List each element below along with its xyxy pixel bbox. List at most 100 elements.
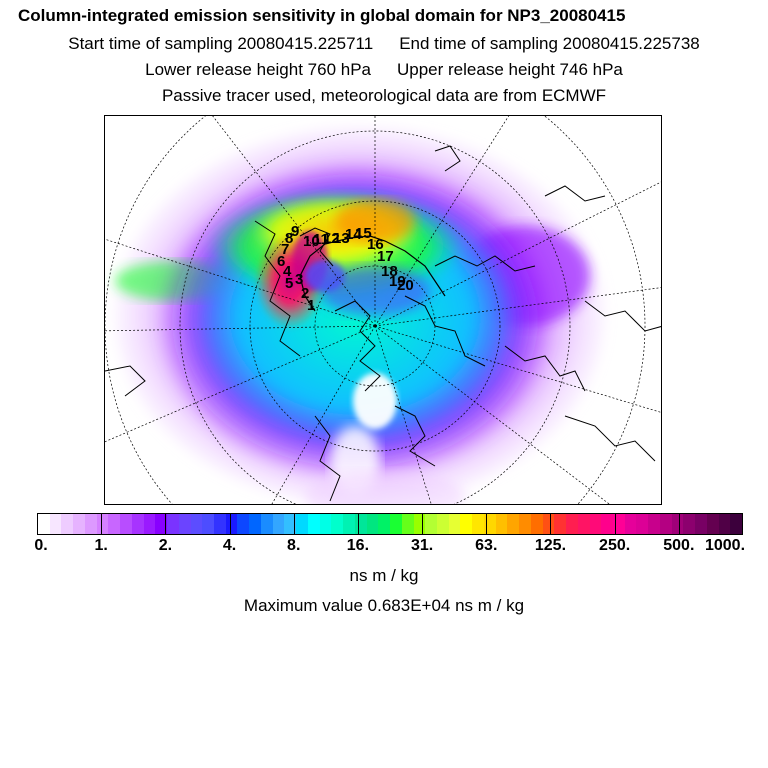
colorbar-cell — [612, 514, 625, 534]
colorbar-major-tick — [165, 514, 167, 534]
colorbar-cell — [178, 514, 191, 534]
end-time-label: End time of sampling 20080415.225738 — [399, 34, 700, 53]
trajectory-label: 12 — [323, 230, 340, 247]
lower-height-label: Lower release height 760 hPa — [145, 60, 371, 79]
trajectory-label: 2 — [301, 285, 309, 302]
colorbar-cell — [190, 514, 203, 534]
colorbar-cell — [659, 514, 672, 534]
trajectory-label: 3 — [295, 271, 303, 288]
trajectory-label: 19 — [389, 273, 406, 290]
colorbar-cell — [542, 514, 555, 534]
colorbar-major-tick — [422, 514, 424, 534]
colorbar-major-tick — [678, 514, 680, 534]
colorbar-cell — [507, 514, 520, 534]
colorbar-cell — [61, 514, 74, 534]
colorbar-cell — [718, 514, 731, 534]
colorbar-cell — [143, 514, 156, 534]
colorbar-cell — [519, 514, 531, 534]
colorbar-cell — [624, 514, 637, 534]
colorbar-tick-label: 8. — [287, 537, 301, 554]
colorbar-cell — [366, 514, 379, 534]
colorbar-cell — [390, 514, 402, 534]
colorbar-cell — [237, 514, 250, 534]
colorbar-cell — [354, 514, 367, 534]
colorbar-cell — [73, 514, 85, 534]
colorbar-cell — [131, 514, 144, 534]
trajectory-label: 20 — [397, 277, 414, 294]
colorbar-cell — [436, 514, 449, 534]
colorbar-tick-label: 1000. — [704, 537, 746, 554]
upper-height-label: Upper release height 746 hPa — [397, 60, 623, 79]
graticule — [105, 116, 661, 504]
colorbar-tick-label: 31. — [410, 537, 434, 554]
colorbar-cell — [225, 514, 238, 534]
colorbar-tick-label: 63. — [475, 537, 498, 554]
colorbar-cell — [378, 514, 391, 534]
trajectory-path — [299, 235, 446, 312]
colorbar-cell — [96, 514, 109, 534]
colorbar-cell — [706, 514, 719, 534]
colorbar-cell — [307, 514, 320, 534]
colorbar-cell — [566, 514, 578, 534]
colorbar-cell — [683, 514, 696, 534]
colorbar-major-tick — [101, 514, 103, 534]
colorbar-cell — [260, 514, 273, 534]
colorbar-cell — [671, 514, 684, 534]
colorbar-cell — [554, 514, 567, 534]
colorbar-cell — [108, 514, 121, 534]
colorbar-cell — [249, 514, 261, 534]
colorbar-cell — [272, 514, 285, 534]
colorbar-cell — [331, 514, 344, 534]
trajectory-label: 17 — [377, 248, 394, 265]
colorbar-cell — [120, 514, 132, 534]
sensitivity-field — [115, 126, 605, 504]
trajectory-label: 9 — [291, 223, 299, 240]
trajectory-label: 7 — [281, 241, 289, 258]
units-label: ns m / kg — [349, 566, 419, 585]
sampling-times: Start time of sampling 20080415.225711 En… — [0, 34, 768, 54]
colorbar-cell — [49, 514, 62, 534]
colorbar-cell — [284, 514, 297, 534]
colorbar-cell — [495, 514, 508, 534]
colorbar-major-tick — [614, 514, 616, 534]
colorbar-cell — [413, 514, 426, 534]
trajectory-label: 16 — [367, 236, 384, 253]
colorbar-major-tick — [486, 514, 488, 534]
colorbar-cell — [483, 514, 496, 534]
colorbar-cell — [167, 514, 179, 534]
colorbar-cell — [460, 514, 473, 534]
colorbar-major-tick — [357, 514, 359, 534]
colorbar-cell — [401, 514, 414, 534]
colorbar-tick-label: 250. — [599, 537, 631, 554]
max-value-label: Maximum value 0.683E+04 ns m / kg — [243, 596, 525, 615]
trajectory-label: 15 — [355, 225, 372, 242]
colorbar-major-tick — [293, 514, 295, 534]
colorbar — [37, 513, 743, 535]
colorbar-cell — [155, 514, 168, 534]
page-title: Column-integrated emission sensitivity i… — [18, 6, 626, 25]
colorbar-cell — [343, 514, 355, 534]
colorbar-cell — [636, 514, 649, 534]
trajectory-label: 18 — [381, 263, 398, 280]
trajectory-label: 11 — [313, 231, 329, 248]
colorbar-cell — [695, 514, 707, 534]
tracer-note: Passive tracer used, meteorological data… — [161, 86, 607, 105]
colorbar-tick-label: 4. — [222, 537, 237, 554]
colorbar-cell — [319, 514, 332, 534]
trajectory-label: 1 — [307, 297, 315, 314]
colorbar-cell — [425, 514, 437, 534]
release-heights: Lower release height 760 hPa Upper releas… — [0, 60, 768, 80]
coastlines — [105, 145, 661, 502]
colorbar-cell — [448, 514, 461, 534]
trajectory-label: 5 — [285, 275, 293, 292]
colorbar-tick-label: 125. — [534, 537, 567, 554]
colorbar-tick-label: 2. — [158, 537, 173, 554]
colorbar-cell — [730, 514, 743, 534]
colorbar-tick-label: 1. — [94, 537, 108, 554]
colorbar-cell — [648, 514, 660, 534]
colorbar-tick-label: 16. — [346, 537, 370, 554]
emission-sensitivity-map: 1 2 3 4 5 6 7 8 9 10 11 12 13 14 15 16 17 18 19 20 — [104, 115, 662, 505]
colorbar-cell — [38, 514, 50, 534]
